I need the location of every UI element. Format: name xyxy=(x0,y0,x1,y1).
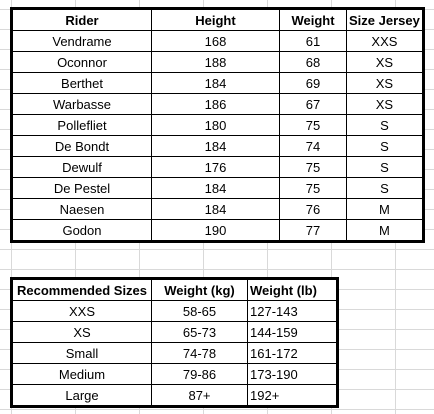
table-row: Warbasse 186 67 XS xyxy=(12,93,423,115)
height-cell[interactable]: 186 xyxy=(151,93,280,115)
size-cell[interactable]: Medium xyxy=(12,363,152,385)
rider-cell[interactable]: Naesen xyxy=(12,198,152,220)
sizes-header-row: Recommended Sizes Weight (kg) Weight (lb… xyxy=(12,279,337,301)
header-height[interactable]: Height xyxy=(151,9,280,31)
size-cell[interactable]: Large xyxy=(12,384,152,406)
rider-cell[interactable]: Warbasse xyxy=(12,93,152,115)
table-row: XXS 58-65 127-143 xyxy=(12,300,337,322)
weight-cell[interactable]: 76 xyxy=(279,198,347,220)
weight-lb-cell[interactable]: 127-143 xyxy=(247,300,337,322)
weight-lb-cell[interactable]: 161-172 xyxy=(247,342,337,364)
height-cell[interactable]: 168 xyxy=(151,30,280,52)
table-row: Small 74-78 161-172 xyxy=(12,342,337,364)
weight-kg-cell[interactable]: 79-86 xyxy=(151,363,248,385)
height-cell[interactable]: 184 xyxy=(151,198,280,220)
header-size-jersey[interactable]: Size Jersey xyxy=(346,9,423,31)
table-row: De Bondt 184 74 S xyxy=(12,135,423,157)
table-row: Dewulf 176 75 S xyxy=(12,156,423,178)
size-cell[interactable]: XXS xyxy=(346,30,423,52)
weight-cell[interactable]: 69 xyxy=(279,72,347,94)
weight-cell[interactable]: 67 xyxy=(279,93,347,115)
size-cell[interactable]: S xyxy=(346,156,423,178)
rider-cell[interactable]: Dewulf xyxy=(12,156,152,178)
riders-table: Rider Height Weight Size Jersey Vendrame… xyxy=(10,7,425,243)
weight-cell[interactable]: 68 xyxy=(279,51,347,73)
table-row: Medium 79-86 173-190 xyxy=(12,363,337,385)
height-cell[interactable]: 184 xyxy=(151,135,280,157)
rider-cell[interactable]: Oconnor xyxy=(12,51,152,73)
rider-cell[interactable]: Godon xyxy=(12,219,152,241)
rider-cell[interactable]: Berthet xyxy=(12,72,152,94)
table-row: Naesen 184 76 M xyxy=(12,198,423,220)
weight-lb-cell[interactable]: 173-190 xyxy=(247,363,337,385)
table-row: Berthet 184 69 XS xyxy=(12,72,423,94)
height-cell[interactable]: 184 xyxy=(151,177,280,199)
weight-kg-cell[interactable]: 74-78 xyxy=(151,342,248,364)
size-cell[interactable]: XS xyxy=(346,93,423,115)
header-weight-lb[interactable]: Weight (lb) xyxy=(247,279,337,301)
rider-cell[interactable]: De Pestel xyxy=(12,177,152,199)
height-cell[interactable]: 180 xyxy=(151,114,280,136)
table-row: Pollefliet 180 75 S xyxy=(12,114,423,136)
table-row: Oconnor 188 68 XS xyxy=(12,51,423,73)
size-cell[interactable]: S xyxy=(346,114,423,136)
weight-cell[interactable]: 61 xyxy=(279,30,347,52)
size-cell[interactable]: S xyxy=(346,177,423,199)
weight-cell[interactable]: 75 xyxy=(279,177,347,199)
table-row: Godon 190 77 M xyxy=(12,219,423,241)
weight-cell[interactable]: 75 xyxy=(279,114,347,136)
table-row: Large 87+ 192+ xyxy=(12,384,337,406)
rider-cell[interactable]: Pollefliet xyxy=(12,114,152,136)
size-cell[interactable]: XS xyxy=(346,51,423,73)
weight-kg-cell[interactable]: 87+ xyxy=(151,384,248,406)
weight-cell[interactable]: 74 xyxy=(279,135,347,157)
height-cell[interactable]: 190 xyxy=(151,219,280,241)
table-row: Vendrame 168 61 XXS xyxy=(12,30,423,52)
weight-cell[interactable]: 75 xyxy=(279,156,347,178)
weight-cell[interactable]: 77 xyxy=(279,219,347,241)
size-cell[interactable]: M xyxy=(346,198,423,220)
header-weight[interactable]: Weight xyxy=(279,9,347,31)
size-cell[interactable]: XXS xyxy=(12,300,152,322)
size-cell[interactable]: S xyxy=(346,135,423,157)
table-row: XS 65-73 144-159 xyxy=(12,321,337,343)
size-cell[interactable]: Small xyxy=(12,342,152,364)
weight-lb-cell[interactable]: 144-159 xyxy=(247,321,337,343)
height-cell[interactable]: 188 xyxy=(151,51,280,73)
rider-cell[interactable]: Vendrame xyxy=(12,30,152,52)
header-rider[interactable]: Rider xyxy=(12,9,152,31)
header-weight-kg[interactable]: Weight (kg) xyxy=(151,279,248,301)
size-cell[interactable]: XS xyxy=(12,321,152,343)
rider-cell[interactable]: De Bondt xyxy=(12,135,152,157)
weight-lb-cell[interactable]: 192+ xyxy=(247,384,337,406)
weight-kg-cell[interactable]: 58-65 xyxy=(151,300,248,322)
height-cell[interactable]: 176 xyxy=(151,156,280,178)
riders-header-row: Rider Height Weight Size Jersey xyxy=(12,9,423,31)
weight-kg-cell[interactable]: 65-73 xyxy=(151,321,248,343)
height-cell[interactable]: 184 xyxy=(151,72,280,94)
table-row: De Pestel 184 75 S xyxy=(12,177,423,199)
size-cell[interactable]: XS xyxy=(346,72,423,94)
recommended-sizes-table: Recommended Sizes Weight (kg) Weight (lb… xyxy=(10,277,339,408)
size-cell[interactable]: M xyxy=(346,219,423,241)
header-recommended-sizes[interactable]: Recommended Sizes xyxy=(12,279,152,301)
